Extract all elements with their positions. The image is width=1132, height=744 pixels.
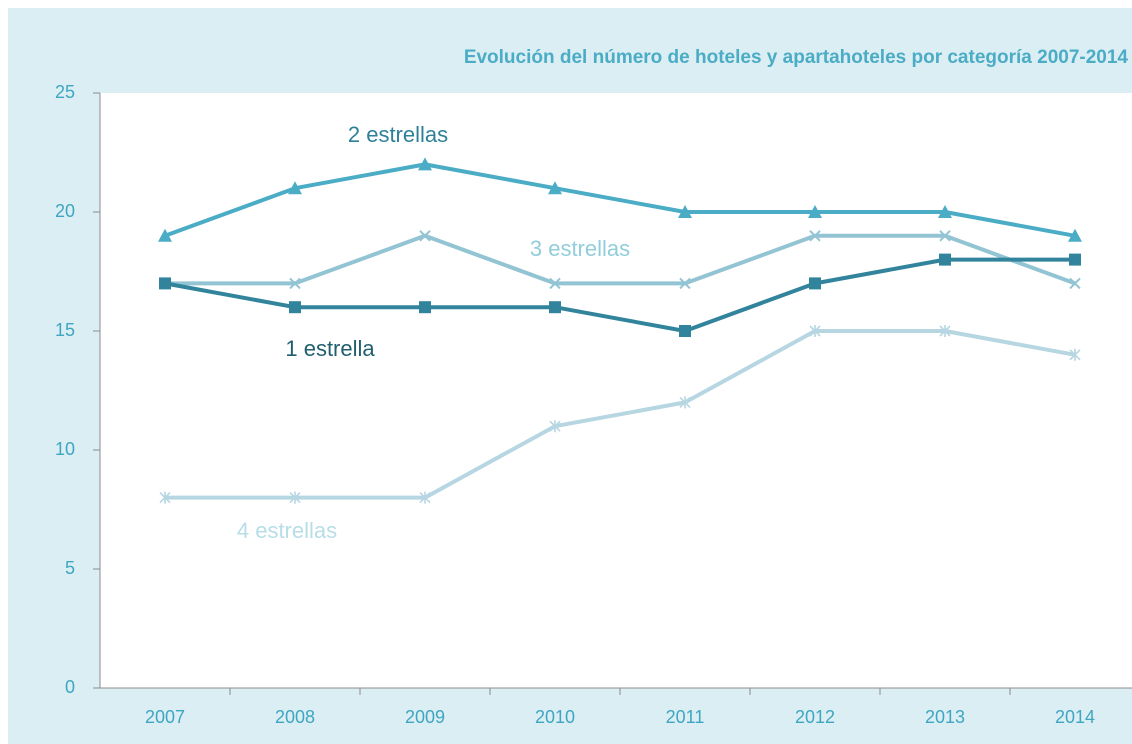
marker <box>808 205 822 218</box>
marker <box>939 230 951 242</box>
marker <box>678 205 692 218</box>
marker <box>939 253 951 266</box>
plot-area <box>100 93 1132 688</box>
marker <box>679 325 691 337</box>
marker <box>289 301 301 314</box>
marker <box>419 301 431 314</box>
series-label: 4 estrellas <box>237 518 337 543</box>
y-tick-label: 0 <box>65 677 75 697</box>
series-line <box>164 257 1075 333</box>
y-tick-label: 10 <box>55 439 75 459</box>
x-tick-label: 2011 <box>666 707 705 727</box>
series-line <box>165 329 1076 500</box>
series-label: 2 estrellas <box>348 122 448 147</box>
marker <box>939 325 951 337</box>
y-tick-label: 5 <box>65 558 75 578</box>
x-tick-label: 2013 <box>925 707 965 727</box>
marker <box>809 277 821 290</box>
y-tick-label: 15 <box>55 320 75 340</box>
marker <box>679 396 691 409</box>
marker <box>1069 253 1081 266</box>
marker <box>809 325 821 337</box>
marker <box>289 491 301 504</box>
marker <box>1069 348 1081 361</box>
marker <box>809 230 821 242</box>
marker <box>289 277 301 290</box>
marker <box>549 301 561 314</box>
marker <box>418 157 432 171</box>
x-tick-label: 2008 <box>275 707 315 727</box>
y-tick-label: 25 <box>55 82 75 102</box>
chart-title: Evolución del número de hoteles y aparta… <box>464 47 1129 68</box>
marker <box>159 277 171 290</box>
marker <box>548 181 562 195</box>
marker <box>1069 277 1081 290</box>
x-tick-label: 2010 <box>535 707 575 727</box>
x-tick-label: 2007 <box>145 707 185 727</box>
marker <box>419 230 431 242</box>
marker <box>159 491 171 504</box>
marker <box>419 491 431 504</box>
y-tick-label: 20 <box>55 201 75 221</box>
series-label: 1 estrella <box>285 336 375 361</box>
marker <box>158 228 172 242</box>
marker <box>938 205 952 218</box>
marker <box>679 277 691 290</box>
x-tick-label: 2009 <box>405 707 445 727</box>
marker <box>288 181 302 195</box>
series-line <box>165 233 1076 286</box>
marker <box>549 420 561 433</box>
x-tick-label: 2014 <box>1055 707 1095 727</box>
series-line <box>164 162 1076 238</box>
marker <box>1068 228 1082 242</box>
marker <box>549 277 561 290</box>
x-tick-label: 2012 <box>795 707 835 727</box>
series-label: 3 estrellas <box>530 236 630 261</box>
